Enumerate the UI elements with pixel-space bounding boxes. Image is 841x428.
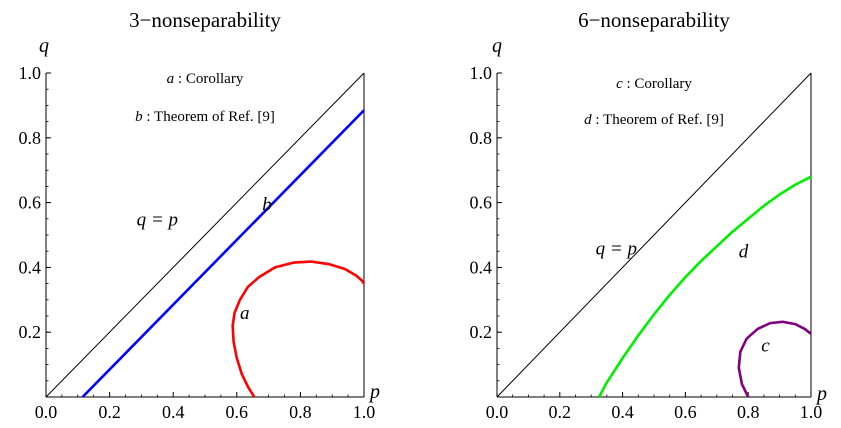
chart-title: 6−nonseparability <box>578 8 730 32</box>
y-tick-label: 0.4 <box>470 257 493 277</box>
chart-panel-1: 3−nonseparability 0.0 0.2 0.4 0.6 0.8 1.0 0.2 0.… <box>19 8 381 422</box>
legend-key: d <box>584 112 592 128</box>
x-tick-label: 0.2 <box>98 402 121 422</box>
series-a-curve <box>231 260 366 398</box>
y-tick-label: 1.0 <box>19 63 42 83</box>
x-tick-label: 0.0 <box>35 402 58 422</box>
series-c-label: c <box>761 336 770 357</box>
diagonal-q-equals-p-line <box>496 72 812 398</box>
y-tick-label: 0.2 <box>19 322 42 342</box>
legend-text: : Corollary <box>174 71 244 87</box>
x-tick-label: 0.6 <box>226 402 249 422</box>
x-tick-label: 0.8 <box>289 402 312 422</box>
x-tick-label: 0.8 <box>737 402 760 422</box>
series-d-label: d <box>739 242 749 263</box>
x-tick-label: 0.0 <box>486 402 509 422</box>
y-axis-label: q <box>39 35 49 57</box>
chart-title: 3−nonseparability <box>129 8 281 32</box>
legend-entry-d: d : Theorem of Ref. [9] <box>584 112 724 128</box>
y-tick-label: 0.4 <box>19 257 42 277</box>
y-tick-label: 0.2 <box>470 322 493 342</box>
chart-panel-2: 6−nonseparability 0.0 0.2 0.4 0.6 0.8 1.0 0.2 0.… <box>470 8 828 422</box>
x-axis-label: p <box>368 381 380 403</box>
x-tick-label: 0.4 <box>162 402 185 422</box>
y-tick-label: 0.8 <box>19 128 42 148</box>
legend-key: b <box>135 109 143 125</box>
x-tick-label: 0.4 <box>611 402 634 422</box>
legend-entry-a: a : Corollary <box>167 71 244 87</box>
legend-entry-b: b : Theorem of Ref. [9] <box>135 109 275 125</box>
y-tick-label: 0.6 <box>19 193 42 213</box>
legend-text: : Theorem of Ref. [9] <box>592 112 724 128</box>
series-a-label: a <box>240 303 250 324</box>
x-tick-label: 1.0 <box>800 402 823 422</box>
legend-key: a <box>167 71 175 87</box>
series-d-curve <box>597 175 812 398</box>
x-tick-label: 0.6 <box>674 402 697 422</box>
legend-text: : Theorem of Ref. [9] <box>143 109 275 125</box>
y-tick-label: 0.6 <box>470 193 493 213</box>
series-b-curve <box>81 109 365 398</box>
legend-text: : Corollary <box>623 76 693 92</box>
legend-key: c <box>616 76 623 92</box>
x-axis-label: p <box>815 383 827 405</box>
diagonal-label: q = p <box>137 209 178 230</box>
y-axis-label: q <box>492 35 502 57</box>
y-tick-label: 0.8 <box>470 128 493 148</box>
diagonal-q-equals-p-line <box>45 72 365 398</box>
x-tick-label: 1.0 <box>353 402 376 422</box>
series-c-curve <box>737 320 812 398</box>
diagonal-label: q = p <box>596 238 637 259</box>
series-b-label: b <box>262 195 272 216</box>
x-tick-label: 0.2 <box>549 402 572 422</box>
y-tick-label: 1.0 <box>470 63 493 83</box>
legend-entry-c: c : Corollary <box>616 76 692 92</box>
